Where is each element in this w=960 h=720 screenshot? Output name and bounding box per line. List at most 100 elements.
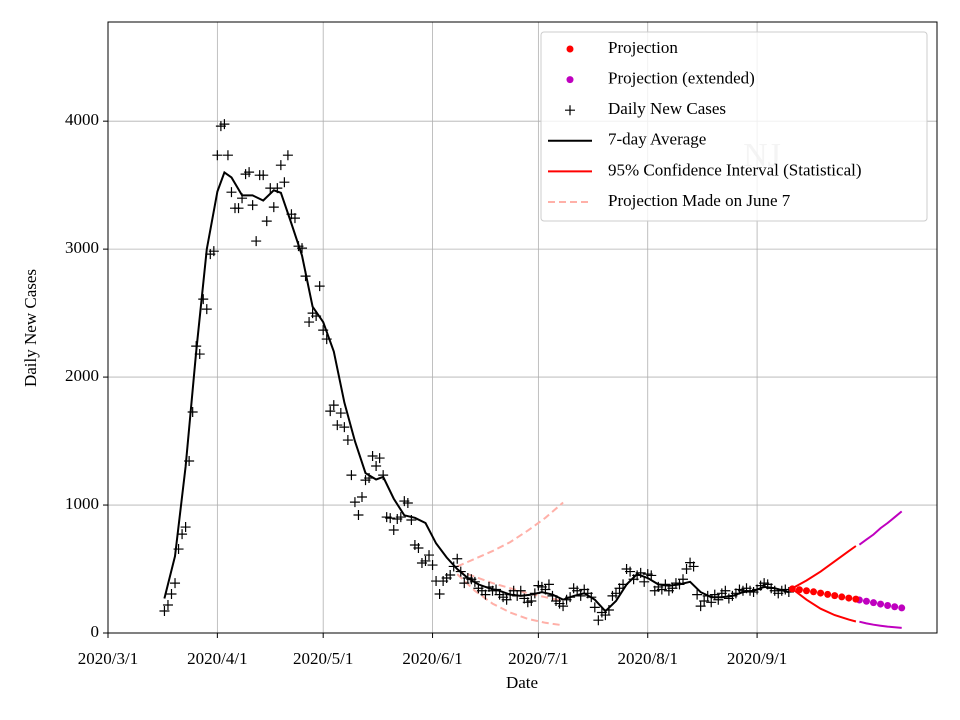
plot-frame <box>107 21 938 634</box>
ci-line <box>859 620 902 629</box>
case-marker <box>219 119 230 130</box>
case-marker <box>272 183 283 194</box>
case-marker <box>452 553 463 564</box>
case-marker <box>237 193 248 204</box>
projection-point <box>852 595 860 603</box>
legend-label: Daily New Cases <box>608 99 726 118</box>
projection-point <box>795 586 803 594</box>
case-marker <box>547 590 558 601</box>
case-marker <box>600 610 611 621</box>
case-marker <box>244 167 255 178</box>
case-marker <box>304 317 315 328</box>
case-marker <box>706 597 717 608</box>
projection-point <box>831 592 839 600</box>
x-tick-label: 2020/3/1 <box>78 649 138 668</box>
legend-symbol <box>565 105 575 116</box>
case-marker <box>603 604 614 615</box>
projection-point <box>802 587 810 595</box>
case-marker <box>713 594 724 605</box>
case-marker <box>543 579 554 590</box>
case-marker <box>586 592 597 603</box>
case-marker <box>328 400 339 411</box>
old-projection-line <box>456 573 564 627</box>
case-marker <box>413 543 424 554</box>
case-marker <box>180 522 191 533</box>
projection-point <box>891 603 899 611</box>
case-marker <box>526 596 537 607</box>
case-marker <box>279 177 290 188</box>
projection-point <box>838 593 846 601</box>
case-marker <box>720 585 731 596</box>
case-marker <box>222 150 233 161</box>
projection-point <box>870 599 878 607</box>
case-marker <box>639 576 650 587</box>
case-marker <box>159 605 170 616</box>
case-marker <box>247 200 258 211</box>
case-marker <box>424 550 435 561</box>
case-marker <box>275 160 286 171</box>
x-axis-label: Date <box>506 673 538 692</box>
case-marker <box>173 544 184 555</box>
case-marker <box>289 213 300 224</box>
case-marker <box>353 510 364 521</box>
case-marker <box>325 406 336 417</box>
case-marker <box>332 420 343 431</box>
case-marker <box>184 456 195 467</box>
case-marker <box>297 243 308 254</box>
case-marker <box>593 615 604 626</box>
case-marker <box>170 578 181 589</box>
case-marker <box>311 311 322 322</box>
case-marker <box>491 584 502 595</box>
case-marker <box>427 560 438 571</box>
case-marker <box>402 497 413 508</box>
y-tick-label: 4000 <box>65 110 99 129</box>
case-marker <box>575 590 586 601</box>
projection-point <box>884 601 892 609</box>
case-marker <box>388 524 399 535</box>
case-marker <box>455 566 466 577</box>
case-marker <box>529 588 540 599</box>
legend-label: Projection <box>608 38 678 57</box>
case-marker <box>268 202 279 213</box>
case-marker <box>367 451 378 462</box>
case-marker <box>314 281 325 292</box>
case-marker <box>709 589 720 600</box>
case-marker <box>699 596 710 607</box>
case-marker <box>448 561 459 572</box>
y-tick-label: 1000 <box>65 494 99 513</box>
case-marker <box>589 602 600 613</box>
projection-point <box>824 590 832 598</box>
case-marker <box>395 512 406 523</box>
x-tick-label: 2020/7/1 <box>508 649 568 668</box>
legend-symbol <box>566 45 574 53</box>
case-marker <box>374 453 385 464</box>
legend: Projection Projection (extended) Daily New… <box>540 31 928 222</box>
case-marker <box>346 470 357 481</box>
projection-point <box>877 600 885 608</box>
legend-label: 95% Confidence Interval (Statistical) <box>608 160 862 179</box>
projection-point <box>788 585 796 593</box>
case-marker <box>678 574 689 585</box>
case-marker <box>198 294 209 305</box>
case-marker <box>233 203 244 214</box>
case-marker <box>385 513 396 524</box>
case-marker <box>501 594 512 605</box>
y-tick-label: 2000 <box>65 366 99 385</box>
x-tick-label: 2020/4/1 <box>187 649 247 668</box>
case-marker <box>702 590 713 601</box>
y-axis-label: Daily New Cases <box>21 269 40 387</box>
case-marker <box>565 592 576 603</box>
case-marker <box>342 435 353 446</box>
case-marker <box>688 561 699 572</box>
ci-line <box>791 545 857 590</box>
old-projection-line <box>456 569 564 602</box>
case-marker <box>335 408 346 419</box>
case-marker <box>660 579 671 590</box>
projection-point <box>845 594 853 602</box>
case-marker <box>261 216 272 227</box>
ci-line <box>858 510 903 546</box>
case-marker <box>371 461 382 472</box>
case-marker <box>635 567 646 578</box>
projection-point <box>810 588 818 596</box>
